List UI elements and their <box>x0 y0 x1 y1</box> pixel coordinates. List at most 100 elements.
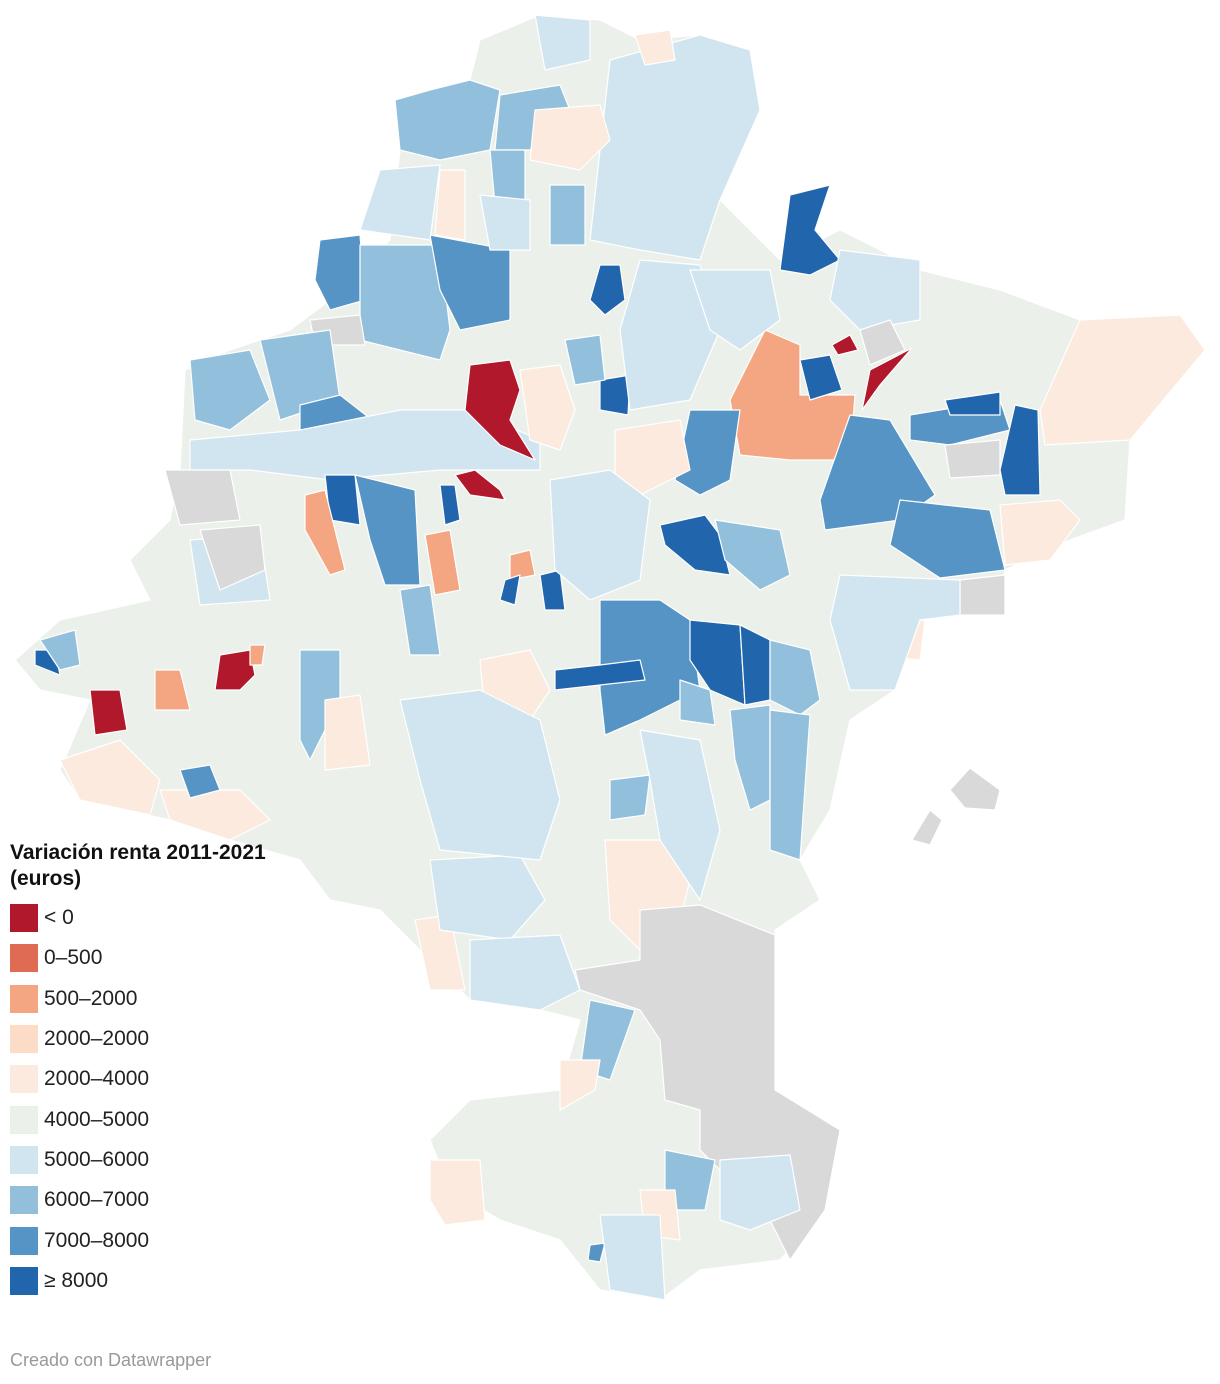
region-center-blue-a <box>354 474 421 586</box>
region-south-light-b <box>729 704 771 811</box>
region-southwest-red-b <box>214 649 256 691</box>
region-south-peach-d <box>429 1159 486 1226</box>
legend-swatch <box>10 1025 38 1054</box>
detached-region-east-a <box>949 767 1001 811</box>
region-north-center <box>589 34 761 261</box>
region-north-west-a <box>394 79 501 161</box>
region-southwest-salmon <box>154 669 191 711</box>
region-nw-f <box>549 184 586 246</box>
region-southwest-salmon-b <box>249 644 266 666</box>
region-nw-d <box>359 164 441 241</box>
legend-swatch <box>10 1065 38 1094</box>
region-center-dark-d <box>539 569 566 611</box>
legend-label: ≥ 8000 <box>44 1268 109 1292</box>
region-north-light-e <box>689 269 781 351</box>
region-south-light-e <box>609 774 651 821</box>
legend-swatch <box>10 1145 38 1174</box>
legend-item: 0–500 <box>10 938 310 978</box>
detached-region-east-b <box>911 809 943 846</box>
region-peach-north-center <box>519 364 576 451</box>
region-south-dark-a <box>689 619 746 706</box>
legend-swatch <box>10 1186 38 1215</box>
legend-item: 2000–4000 <box>10 1059 310 1099</box>
region-south-light-j <box>469 934 581 1011</box>
region-south-light-c <box>769 709 811 861</box>
region-southwest-light <box>39 629 81 671</box>
legend-item: 500–2000 <box>10 979 310 1019</box>
region-east-pyrenees <box>779 184 841 276</box>
region-south-light-h <box>599 1214 666 1301</box>
legend-swatch <box>10 904 38 933</box>
legend-items: < 0 0–500 500–2000 2000–2000 2000–4000 4… <box>10 898 310 1301</box>
region-red-north <box>464 359 536 461</box>
region-south-peach-c <box>559 1059 601 1111</box>
region-center-salmon-c <box>509 549 536 581</box>
region-dark-north-b <box>599 374 631 416</box>
region-southeast-light-b <box>719 1154 801 1231</box>
legend-item: 7000–8000 <box>10 1220 310 1260</box>
legend-label: 4000–5000 <box>44 1107 150 1131</box>
region-center-peach-a <box>614 419 691 496</box>
region-nw-g <box>479 194 531 251</box>
credit-text[interactable]: Creado con Datawrapper <box>10 1350 212 1370</box>
region-north-light-d <box>619 259 721 411</box>
region-light-blue-mid <box>564 334 606 386</box>
region-southwest-peach <box>59 739 161 816</box>
region-center-salmon-b <box>424 529 461 596</box>
legend-item: < 0 <box>10 898 310 938</box>
region-south-light-d <box>679 679 716 726</box>
region-north-peach <box>529 104 611 171</box>
region-south-dark-c <box>554 659 646 691</box>
region-east-red-b <box>861 347 913 411</box>
legend-label: 5000–6000 <box>44 1147 150 1171</box>
legend-title: Variación renta 2011-2021 (euros) <box>10 841 266 890</box>
region-west-strip-a <box>189 349 271 431</box>
region-east-light-belt <box>829 574 961 691</box>
legend-swatch <box>10 1105 38 1134</box>
region-nw-peach <box>434 169 466 241</box>
legend-label: 6000–7000 <box>44 1188 150 1212</box>
region-center-light-c <box>549 469 651 601</box>
region-east-blue-c <box>889 499 1006 579</box>
legend-label: 2000–4000 <box>44 1067 150 1091</box>
region-center-grey-a <box>164 469 241 526</box>
region-south-blue-b <box>587 1242 606 1263</box>
legend-label: 7000–8000 <box>44 1228 150 1252</box>
region-south-light-a <box>769 639 821 716</box>
region-center-light-belt-b <box>639 729 721 901</box>
region-east-peach-b <box>999 499 1081 566</box>
legend-item: 6000–7000 <box>10 1180 310 1220</box>
legend-item: 2000–2000 <box>10 1019 310 1059</box>
legend-label: 500–2000 <box>44 986 138 1010</box>
region-center-light-belt <box>399 689 561 861</box>
legend-item: 5000–6000 <box>10 1140 310 1180</box>
legend-label: 2000–2000 <box>44 1027 150 1051</box>
region-center-light-b <box>714 519 791 591</box>
region-center-dark-e <box>659 514 731 576</box>
legend-swatch <box>10 944 38 973</box>
legend-swatch <box>10 1266 38 1295</box>
region-north-top <box>534 14 591 71</box>
region-east-grey <box>859 319 906 366</box>
legend-item: ≥ 8000 <box>10 1261 310 1301</box>
region-southwest-blue <box>179 764 221 799</box>
region-center-dark-b <box>439 484 461 526</box>
region-northeast-peach <box>1039 314 1206 446</box>
region-east-dark-b <box>944 391 1001 416</box>
legend-label: 0–500 <box>44 946 103 970</box>
region-center-light-a <box>399 584 441 656</box>
legend-item: 4000–5000 <box>10 1099 310 1139</box>
region-east-grey-c <box>944 439 1001 479</box>
region-south-blue-a <box>599 599 701 736</box>
region-west-a <box>314 234 366 311</box>
region-center-dark-c <box>499 574 521 606</box>
region-dark-north-a <box>589 264 626 316</box>
legend-swatch <box>10 1226 38 1255</box>
region-east-red-a <box>831 334 859 356</box>
region-east-dark-c <box>999 404 1041 496</box>
region-east-dark-a <box>799 354 843 401</box>
region-southwest-peach-b <box>159 789 271 841</box>
legend: Variación renta 2011-2021 (euros) < 0 0–… <box>10 840 310 1301</box>
region-center-red-b <box>454 469 506 501</box>
